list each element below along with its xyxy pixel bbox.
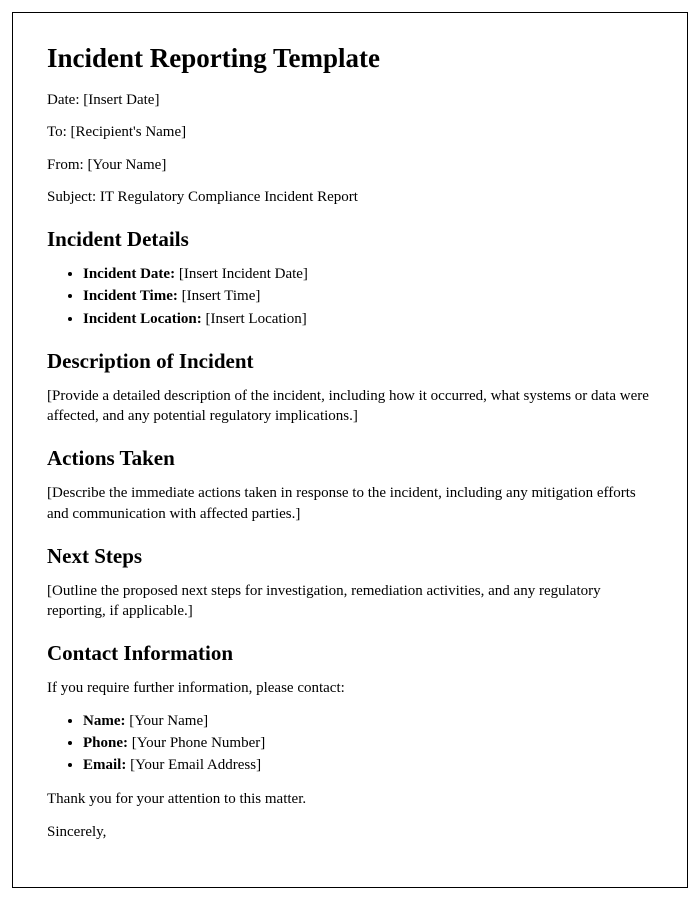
actions-body: [Describe the immediate actions taken in… [47,483,653,524]
list-item: Incident Date: [Insert Incident Date] [83,264,653,284]
contact-name-value: [Your Name] [129,713,208,729]
contact-intro: If you require further information, plea… [47,678,653,698]
incident-location-value: [Insert Location] [206,311,307,327]
contact-phone-label: Phone: [83,735,132,751]
list-item: Incident Time: [Insert Time] [83,286,653,306]
incident-time-value: [Insert Time] [182,288,261,304]
next-steps-body: [Outline the proposed next steps for inv… [47,581,653,622]
closing-signoff: Sincerely, [47,822,653,842]
document-page: Incident Reporting Template Date: [Inser… [12,12,688,888]
list-item: Phone: [Your Phone Number] [83,733,653,753]
description-heading: Description of Incident [47,349,653,374]
list-item: Incident Location: [Insert Location] [83,309,653,329]
header-from: From: [Your Name] [47,155,653,175]
contact-heading: Contact Information [47,641,653,666]
description-body: [Provide a detailed description of the i… [47,386,653,427]
page-title: Incident Reporting Template [47,43,653,74]
to-value: [Recipient's Name] [71,124,187,140]
incident-time-label: Incident Time: [83,288,182,304]
contact-email-value: [Your Email Address] [130,757,261,773]
actions-heading: Actions Taken [47,446,653,471]
subject-label: Subject: [47,189,100,205]
incident-location-label: Incident Location: [83,311,206,327]
to-label: To: [47,124,71,140]
from-value: [Your Name] [87,157,166,173]
contact-list: Name: [Your Name] Phone: [Your Phone Num… [47,711,653,776]
closing-thanks: Thank you for your attention to this mat… [47,789,653,809]
date-value: [Insert Date] [83,92,159,108]
header-subject: Subject: IT Regulatory Compliance Incide… [47,187,653,207]
contact-name-label: Name: [83,713,129,729]
incident-date-label: Incident Date: [83,266,179,282]
next-steps-heading: Next Steps [47,544,653,569]
incident-details-heading: Incident Details [47,227,653,252]
incident-details-list: Incident Date: [Insert Incident Date] In… [47,264,653,329]
list-item: Name: [Your Name] [83,711,653,731]
incident-date-value: [Insert Incident Date] [179,266,308,282]
subject-value: IT Regulatory Compliance Incident Report [100,189,358,205]
header-to: To: [Recipient's Name] [47,122,653,142]
contact-phone-value: [Your Phone Number] [132,735,265,751]
contact-email-label: Email: [83,757,130,773]
list-item: Email: [Your Email Address] [83,755,653,775]
header-date: Date: [Insert Date] [47,90,653,110]
from-label: From: [47,157,87,173]
date-label: Date: [47,92,83,108]
